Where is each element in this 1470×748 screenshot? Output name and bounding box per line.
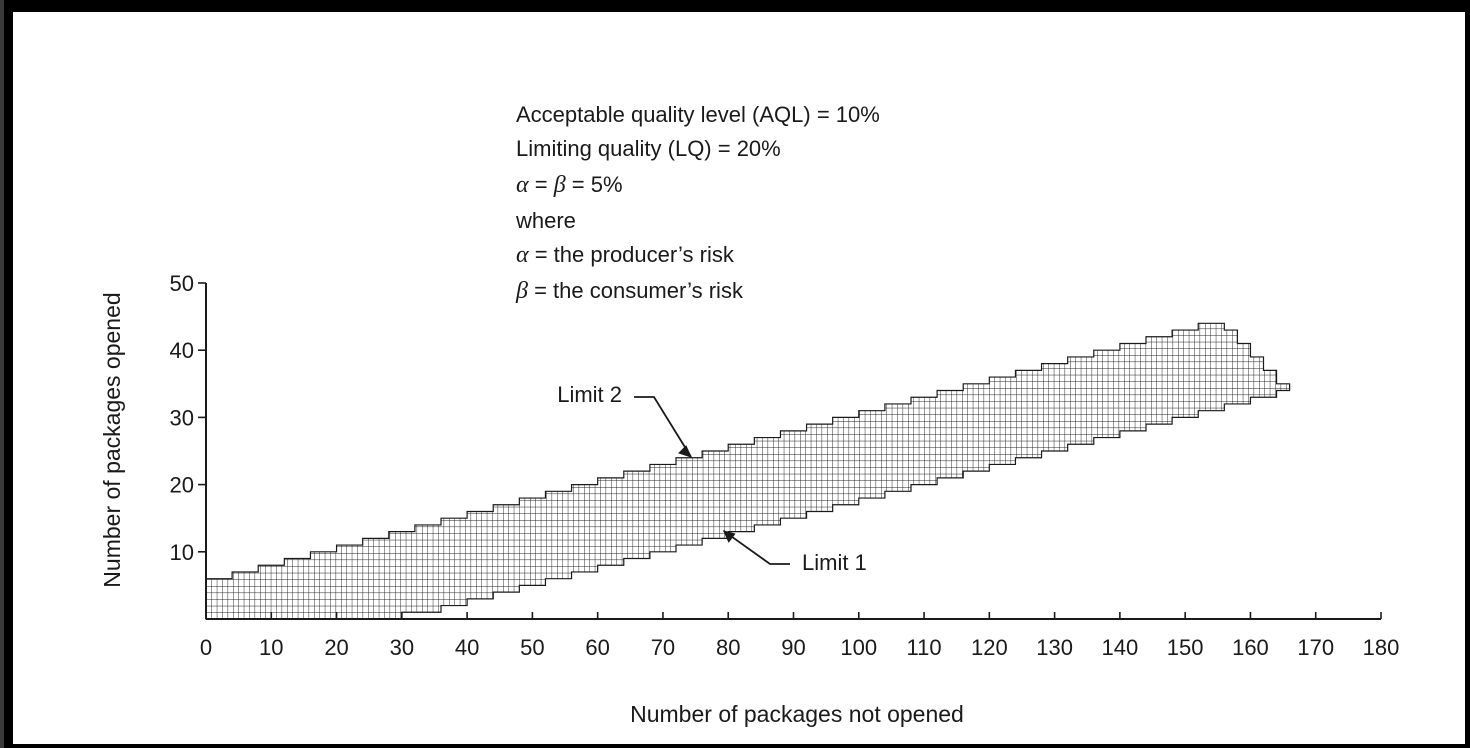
limit-1-arrowhead xyxy=(722,530,736,543)
limit-2-label: Limit 2 xyxy=(557,382,622,407)
acceptance-region xyxy=(205,322,1291,620)
y-tick-label: 30 xyxy=(170,405,194,430)
x-tick-labels: 0 10 20 30 40 50 60 70 80 90 100 110 120 130 140 150 160… xyxy=(200,612,1399,660)
producer-risk-line: α = the producer’s risk xyxy=(516,242,734,268)
x-tick-label: 110 xyxy=(907,635,942,660)
risk-eq-mid: = xyxy=(528,172,554,197)
x-tick-label: 160 xyxy=(1232,635,1269,660)
x-axis-label: Number of packages not opened xyxy=(630,701,964,727)
risk-eq-tail: = 5% xyxy=(565,172,623,197)
where-line: where xyxy=(516,208,576,233)
beta-symbol: β xyxy=(516,278,528,304)
x-tick-label: 20 xyxy=(324,635,348,660)
x-tick-label: 150 xyxy=(1167,635,1204,660)
frame-edge xyxy=(0,0,4,748)
aql-line: Acceptable quality level (AQL) = 10% xyxy=(516,102,880,127)
lq-line: Limiting quality (LQ) = 20% xyxy=(516,136,781,161)
alpha-symbol: α xyxy=(516,172,529,198)
alpha-symbol: α xyxy=(516,242,529,268)
x-tick-label: 30 xyxy=(390,635,414,660)
x-tick-label: 10 xyxy=(259,635,283,660)
y-tick-label: 10 xyxy=(170,540,194,565)
y-tick-label: 50 xyxy=(170,271,194,296)
y-tick-label: 20 xyxy=(170,473,194,498)
limit-2-arrow xyxy=(634,396,692,458)
x-tick-label: 50 xyxy=(520,635,544,660)
acceptance-region-fill xyxy=(205,322,1291,620)
producer-risk-text: = the producer’s risk xyxy=(528,242,734,267)
x-tick-label: 170 xyxy=(1297,635,1334,660)
x-tick-label: 100 xyxy=(840,635,877,660)
y-tick-label: 40 xyxy=(170,338,194,363)
x-tick-label: 0 xyxy=(200,635,212,660)
x-tick-label: 60 xyxy=(585,635,609,660)
x-tick-label: 70 xyxy=(651,635,675,660)
beta-symbol: β xyxy=(553,172,566,198)
x-tick-label: 40 xyxy=(455,635,479,660)
consumer-risk-text: = the consumer’s risk xyxy=(527,278,743,303)
limit-2-arrowhead xyxy=(678,445,692,458)
consumer-risk-line: β = the consumer’s risk xyxy=(516,278,743,304)
x-tick-label: 130 xyxy=(1036,635,1073,660)
x-tick-label: 80 xyxy=(716,635,740,660)
limit-1-arrow xyxy=(723,530,790,565)
x-tick-label: 140 xyxy=(1102,635,1139,660)
limit-1-label: Limit 1 xyxy=(802,550,867,575)
y-tick-labels: 10 20 30 40 50 xyxy=(170,271,206,565)
x-tick-label: 120 xyxy=(971,635,1008,660)
risk-equation: α = β = 5% xyxy=(516,172,623,198)
x-tick-label: 90 xyxy=(781,635,805,660)
annotations: Limit 2 Limit 1 xyxy=(557,382,867,575)
y-axis-label: Number of packages opened xyxy=(99,292,125,587)
x-tick-label: 180 xyxy=(1363,635,1400,660)
